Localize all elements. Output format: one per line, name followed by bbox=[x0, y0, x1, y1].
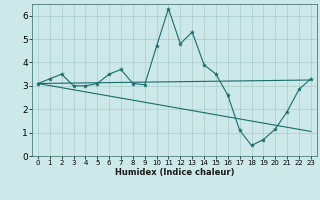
X-axis label: Humidex (Indice chaleur): Humidex (Indice chaleur) bbox=[115, 168, 234, 177]
